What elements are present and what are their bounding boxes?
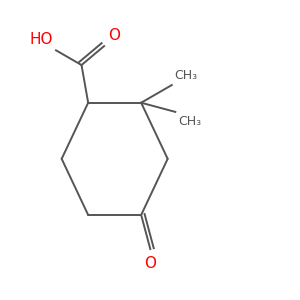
Text: HO: HO bbox=[30, 32, 53, 47]
Text: O: O bbox=[144, 256, 156, 272]
Text: CH₃: CH₃ bbox=[175, 69, 198, 82]
Text: O: O bbox=[109, 28, 121, 43]
Text: CH₃: CH₃ bbox=[178, 115, 201, 128]
